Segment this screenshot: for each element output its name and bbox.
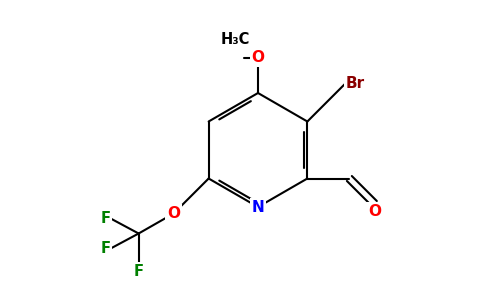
Text: O: O: [167, 206, 180, 221]
Text: F: F: [101, 241, 111, 256]
Text: F: F: [101, 211, 111, 226]
Text: O: O: [368, 203, 381, 218]
Text: O: O: [252, 50, 264, 65]
Text: N: N: [252, 200, 264, 214]
Text: F: F: [134, 263, 144, 278]
Text: H₃C: H₃C: [221, 32, 250, 47]
Text: Br: Br: [346, 76, 364, 91]
